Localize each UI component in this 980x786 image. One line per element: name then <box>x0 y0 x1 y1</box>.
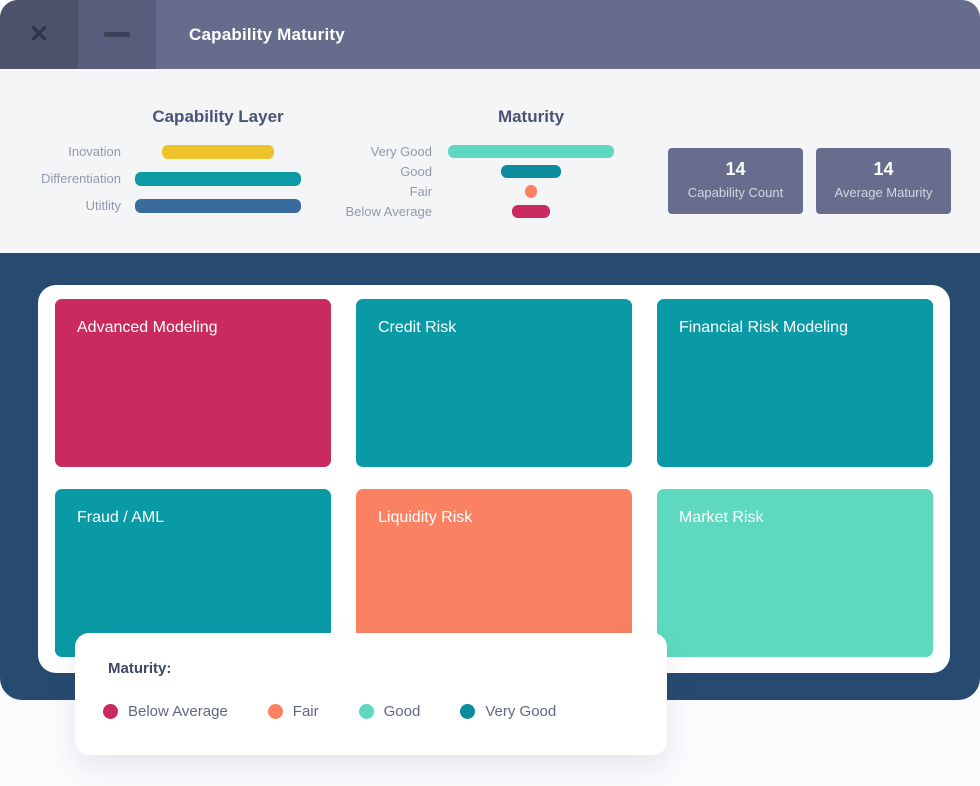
legend-item-good[interactable]: Good <box>358 703 421 720</box>
average-maturity-card: 14 Average Maturity <box>816 148 951 214</box>
capability-layer-chart: Capability Layer Inovation Differentiati… <box>26 106 301 225</box>
bar-differentiation[interactable] <box>135 171 301 186</box>
tile-financial-risk-modeling[interactable]: Financial Risk Modeling <box>657 299 933 467</box>
maturity-chart: Maturity Very Good Good Fair Below Avera… <box>332 106 614 224</box>
chart-title: Capability Layer <box>152 107 284 126</box>
axis-label: Inovation <box>68 144 121 159</box>
bar-inovation[interactable] <box>162 144 274 159</box>
legend-title: Maturity: <box>108 660 172 677</box>
axis-label: Utitlity <box>85 198 121 213</box>
legend-label: Good <box>383 703 421 720</box>
close-icon: ✕ <box>28 20 50 48</box>
bar-below-average[interactable] <box>511 205 551 218</box>
axis-label: Good <box>400 164 432 179</box>
capability-count-value: 14 <box>725 159 746 179</box>
tile-credit-risk[interactable]: Credit Risk <box>356 299 632 467</box>
axis-label: Fair <box>409 184 432 199</box>
legend-item-very-good[interactable]: Very Good <box>460 703 556 720</box>
legend-label: Fair <box>292 703 319 720</box>
chart-title: Maturity <box>497 107 565 126</box>
bar-fair[interactable] <box>525 185 537 198</box>
bar-good[interactable] <box>501 165 561 178</box>
minimize-icon <box>104 32 130 37</box>
good-dot-icon <box>358 704 374 719</box>
close-button[interactable]: ✕ <box>0 0 78 69</box>
tile-market-risk[interactable]: Market Risk <box>657 489 933 657</box>
axis-label: Very Good <box>370 144 432 159</box>
maturity-legend: Maturity: Below Average Fair Good Very G… <box>75 633 667 755</box>
bar-very-good[interactable] <box>448 145 614 158</box>
fair-dot-icon <box>267 704 283 719</box>
minimize-button[interactable] <box>78 0 156 69</box>
capability-board: Advanced Modeling Credit Risk Financial … <box>38 285 950 673</box>
window-title: Capability Maturity <box>189 24 345 44</box>
tile-liquidity-risk[interactable]: Liquidity Risk <box>356 489 632 657</box>
below-average-dot-icon <box>103 704 118 719</box>
legend-label: Very Good <box>485 703 557 720</box>
axis-label: Differentiation <box>41 171 121 186</box>
average-maturity-label: Average Maturity <box>834 185 933 200</box>
very-good-dot-icon <box>460 704 476 719</box>
legend-items: Below Average Fair Good Very Good <box>103 703 596 720</box>
tile-fraud-aml[interactable]: Fraud / AML <box>55 489 331 657</box>
capability-count-card: 14 Capability Count <box>668 148 803 214</box>
titlebar: ✕ Capability Maturity <box>0 0 980 69</box>
bar-utility[interactable] <box>135 198 301 213</box>
axis-label: Below Average <box>345 204 433 219</box>
legend-item-fair[interactable]: Fair <box>267 703 319 720</box>
capability-count-label: Capability Count <box>687 185 784 200</box>
legend-item-below-average[interactable]: Below Average <box>103 703 228 720</box>
legend-label: Below Average <box>128 703 228 720</box>
average-maturity-value: 14 <box>873 159 894 179</box>
tile-advanced-modeling[interactable]: Advanced Modeling <box>55 299 331 467</box>
